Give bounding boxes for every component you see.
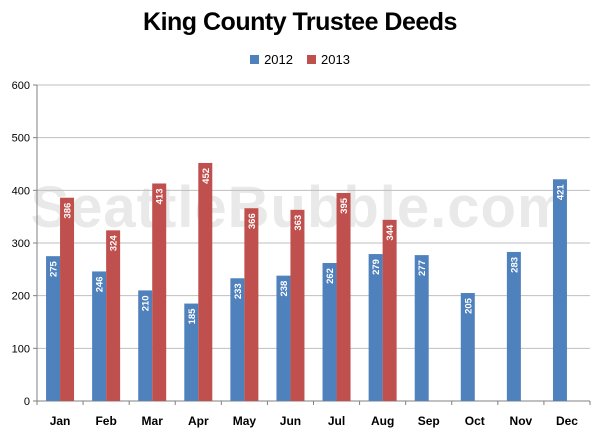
bar-2012-Jun: [276, 275, 291, 401]
bar-2012-Mar: [138, 290, 153, 401]
x-tick-label: Oct: [465, 414, 485, 428]
bar-2013-Jun: [290, 209, 305, 401]
data-label-2013-Aug: 344: [385, 224, 396, 241]
x-tick-label: Nov: [510, 414, 533, 428]
bar-2012-Nov: [506, 251, 521, 401]
x-tick-label: Dec: [556, 414, 578, 428]
chart-title: King County Trustee Deeds: [143, 8, 457, 36]
data-label-2013-Mar: 413: [155, 188, 166, 204]
data-label-2012-Sep: 277: [417, 260, 428, 276]
y-tick-label: 400: [12, 185, 30, 197]
data-label-2012-Jan: 275: [49, 260, 60, 277]
x-tick-label: Feb: [95, 414, 116, 428]
data-label-2012-Jul: 262: [325, 268, 336, 284]
x-tick-label: Sep: [418, 414, 440, 428]
bars: [46, 162, 567, 401]
bar-2012-Jul: [322, 263, 337, 401]
data-label-2012-May: 233: [233, 283, 244, 299]
bar-2012-Oct: [460, 293, 475, 401]
bar-2012-Dec: [552, 179, 567, 401]
legend: 2012 2013: [0, 52, 600, 67]
x-tick-label: Aug: [371, 414, 394, 428]
legend-item-2013: 2013: [307, 52, 350, 67]
bar-2012-Feb: [92, 271, 107, 401]
legend-label-2013: 2013: [321, 52, 350, 67]
bar-2013-Apr: [198, 162, 213, 401]
bar-2013-May: [244, 208, 259, 401]
x-tick-label: Jul: [328, 414, 345, 428]
x-tick-label: Jan: [50, 414, 71, 428]
y-tick-label: 200: [12, 291, 30, 303]
gridlines: [37, 84, 590, 349]
data-label-2012-Nov: 283: [509, 257, 520, 273]
data-label-2012-Feb: 246: [95, 276, 106, 292]
bar-2012-May: [230, 278, 245, 401]
data-label-2013-Jun: 363: [293, 215, 304, 231]
bar-2012-Jan: [46, 256, 61, 401]
data-label-2012-Jun: 238: [279, 281, 290, 297]
data-label-2012-Mar: 210: [141, 295, 152, 311]
x-tick-label: Mar: [142, 414, 164, 428]
y-tick-label: 600: [12, 80, 30, 92]
bar-2012-Sep: [414, 255, 429, 401]
data-label-2013-Jan: 386: [63, 203, 74, 219]
data-label-2013-Feb: 324: [109, 235, 120, 252]
y-tick-label: 300: [12, 238, 30, 250]
bar-2013-Mar: [152, 183, 167, 401]
legend-label-2012: 2012: [264, 52, 293, 67]
x-tick-label: Apr: [188, 414, 209, 428]
y-tick-label: 100: [12, 343, 30, 355]
bar-2013-Feb: [106, 230, 121, 401]
data-label-2013-Jul: 395: [339, 197, 350, 214]
x-tick-label: Jun: [280, 414, 301, 428]
legend-item-2012: 2012: [250, 52, 293, 67]
data-label-2012-Dec: 421: [555, 184, 566, 201]
data-label-2013-Apr: 452: [201, 168, 212, 184]
y-tick-label: 500: [12, 133, 30, 145]
data-label-2013-May: 366: [247, 213, 258, 229]
y-tick-label: 0: [24, 396, 30, 408]
bar-2013-Jan: [60, 197, 75, 401]
data-label-2012-Oct: 205: [463, 297, 474, 314]
bar-2013-Aug: [382, 219, 397, 401]
data-label-2012-Apr: 185: [187, 308, 198, 325]
axes: [33, 84, 591, 405]
bar-2012-Apr: [184, 303, 199, 401]
bar-2012-Aug: [368, 254, 383, 401]
x-tick-label: May: [233, 414, 257, 428]
legend-swatch-2012: [250, 55, 260, 64]
data-label-2012-Aug: 279: [371, 259, 382, 275]
bar-2013-Jul: [336, 192, 351, 401]
labels: 0 100 200 300 400 500 600 Jan Feb Mar Apr May Jun Jul…: [12, 80, 579, 428]
legend-swatch-2013: [307, 55, 316, 64]
